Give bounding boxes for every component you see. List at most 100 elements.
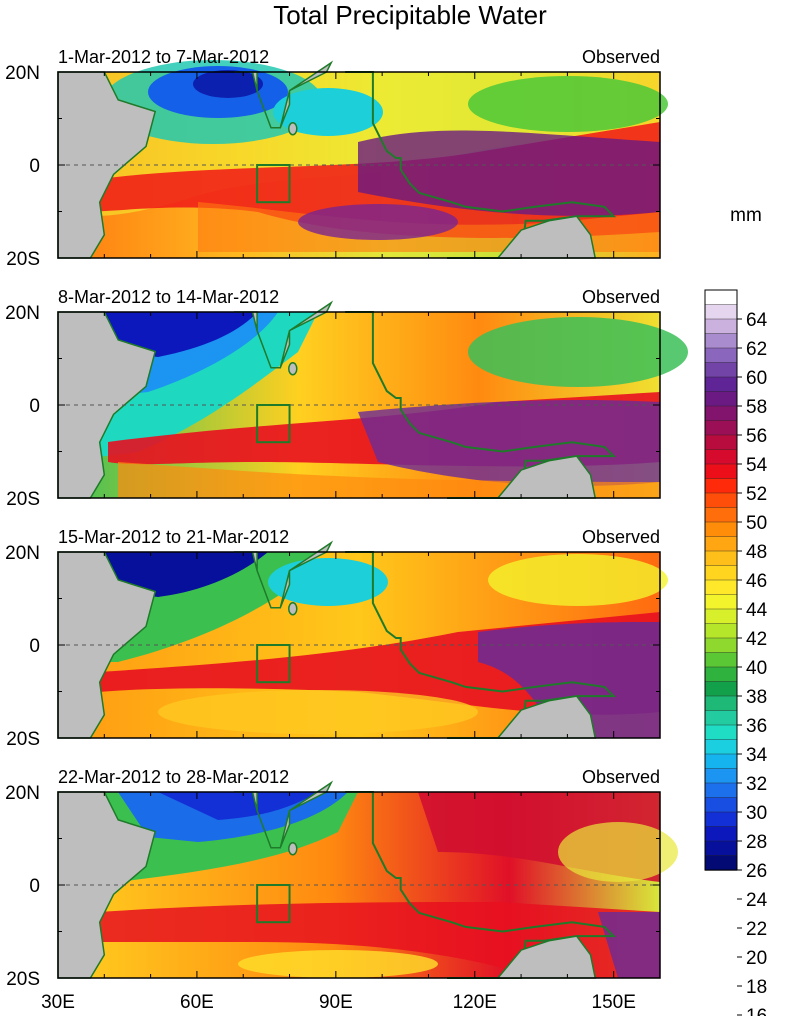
lat-label: 20N <box>5 303 40 324</box>
colorbar-label: 28 <box>746 832 767 853</box>
colorbar-swatch <box>704 391 738 407</box>
india-landmass <box>234 60 334 129</box>
colorbar-swatch <box>704 855 738 871</box>
colorbar-swatch <box>704 840 738 857</box>
colorbar-swatch <box>704 492 738 509</box>
sri-lanka-landmass <box>288 841 298 856</box>
colorbar-label: 60 <box>746 368 767 389</box>
colorbar-label: 24 <box>746 890 768 911</box>
colorbar-swatch <box>704 463 738 480</box>
colorbar-swatch <box>704 507 738 523</box>
colorbar-swatch <box>704 623 738 639</box>
colorbar-label: 26 <box>746 861 767 882</box>
study-region-box <box>256 884 291 924</box>
lat-label: 0 <box>29 396 40 417</box>
lon-label: 120E <box>453 992 497 1013</box>
lat-label: 20S <box>6 969 40 990</box>
colorbar-swatch <box>704 826 738 842</box>
colorbar-swatch <box>704 695 738 712</box>
india-landmass <box>234 300 334 369</box>
sri-lanka-landmass <box>288 361 298 376</box>
sri-lanka-landmass <box>288 121 298 136</box>
colorbar-label: 50 <box>746 513 767 534</box>
lat-label: 20S <box>6 249 40 270</box>
colorbar-swatch <box>704 318 738 335</box>
lat-label: 20N <box>5 63 40 84</box>
colorbar-label: 36 <box>746 716 767 737</box>
lat-label: 20N <box>5 543 40 564</box>
colorbar-swatch <box>704 608 738 625</box>
colorbar-label: 52 <box>746 484 767 505</box>
colorbar-label: 62 <box>746 339 767 360</box>
colorbar-swatch <box>704 289 738 306</box>
colorbar-label: 46 <box>746 571 767 592</box>
colorbar-swatch <box>704 579 738 596</box>
india-landmass <box>234 780 334 849</box>
colorbar-swatch <box>704 347 738 364</box>
colorbar-swatch <box>704 753 738 770</box>
colorbar-label: 16 <box>746 1006 767 1016</box>
colorbar-swatch <box>704 797 738 813</box>
colorbar-label: 20 <box>746 948 767 969</box>
lat-label: 0 <box>29 156 40 177</box>
panel-status: Observed <box>582 767 660 787</box>
colorbar-swatch <box>704 521 738 538</box>
colorbar-swatch <box>704 434 738 451</box>
study-region-box <box>256 644 291 684</box>
colorbar-swatch <box>704 637 738 654</box>
colorbar-label: 44 <box>746 600 768 621</box>
lat-label: 0 <box>29 636 40 657</box>
colorbar-swatch <box>704 376 738 393</box>
sri-lanka-landmass <box>288 601 298 616</box>
study-region-box <box>256 164 291 204</box>
panel-status: Observed <box>582 527 660 547</box>
colorbar-label: 54 <box>746 455 768 476</box>
colorbar-label: 40 <box>746 658 767 679</box>
india-landmass <box>234 540 334 609</box>
colorbar-swatch <box>704 304 738 320</box>
colorbar-swatch <box>704 666 738 683</box>
colorbar-label: 48 <box>746 542 767 563</box>
colorbar-swatch <box>704 550 738 567</box>
figure-title: Total Precipitable Water <box>273 0 547 30</box>
lon-label: 90E <box>319 992 353 1013</box>
colorbar-swatch <box>704 811 738 828</box>
colorbar-label: 32 <box>746 774 767 795</box>
colorbar-swatch <box>704 565 738 581</box>
colorbar-label: 58 <box>746 397 767 418</box>
lat-label: 20S <box>6 729 40 750</box>
colorbar-swatch <box>704 405 738 422</box>
colorbar-swatch <box>704 768 738 784</box>
panel-period: 22-Mar-2012 to 28-Mar-2012 <box>58 767 289 787</box>
lon-label: 60E <box>180 992 214 1013</box>
panel-status: Observed <box>582 287 660 307</box>
lon-label: 150E <box>592 992 636 1013</box>
colorbar-swatch <box>704 739 738 755</box>
colorbar-swatch <box>704 333 738 349</box>
lat-label: 20N <box>5 783 40 804</box>
colorbar-swatch <box>704 536 738 552</box>
colorbar-label: 56 <box>746 426 767 447</box>
colorbar-swatch <box>704 710 738 726</box>
colorbar-swatch <box>704 724 738 741</box>
colorbar-swatch <box>704 362 738 378</box>
lon-label: 30E <box>41 992 75 1013</box>
colorbar-label: 18 <box>746 977 767 998</box>
colorbar-swatch <box>704 420 738 436</box>
study-region-box <box>256 404 291 444</box>
panel-period: 8-Mar-2012 to 14-Mar-2012 <box>58 287 279 307</box>
colorbar-swatch <box>704 652 738 668</box>
lat-label: 20S <box>6 489 40 510</box>
colorbar-swatch <box>704 782 738 799</box>
colorbar-swatch <box>704 681 738 697</box>
colorbar-swatch <box>704 478 738 494</box>
colorbar-swatch <box>704 594 738 610</box>
unit-label: mm <box>730 205 762 226</box>
colorbar-swatch <box>704 449 738 465</box>
colorbar-label: 64 <box>746 310 768 331</box>
colorbar-label: 42 <box>746 629 767 650</box>
panel-status: Observed <box>582 47 660 67</box>
colorbar-label: 22 <box>746 919 767 940</box>
lat-label: 0 <box>29 876 40 897</box>
